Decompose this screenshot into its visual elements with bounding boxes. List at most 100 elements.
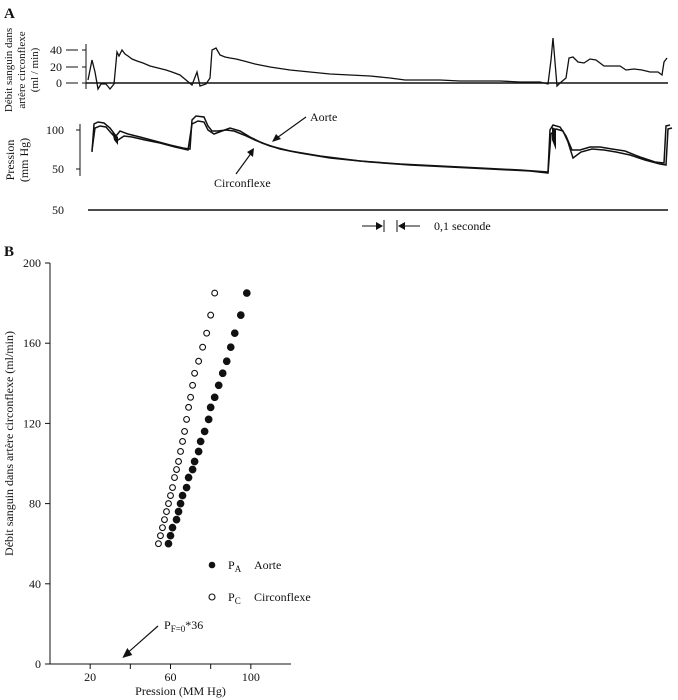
circonflexe-point xyxy=(191,369,199,377)
aorte-point xyxy=(190,457,199,466)
pf-arrow-head xyxy=(122,648,133,658)
pressure-ylabel-line1: Pression xyxy=(3,140,17,181)
aorte-point xyxy=(242,289,251,297)
circonflexe-point xyxy=(181,427,189,435)
y-tick-label: 160 xyxy=(23,336,41,350)
legend-circonflexe-symbol: PC xyxy=(228,590,241,606)
scatter-y-label: Débit sanguin dans artère circonflexe (m… xyxy=(2,331,16,556)
aorte-point xyxy=(194,447,203,456)
flow-y-label: Débit sanguin dans artère circonflexe (m… xyxy=(3,28,41,112)
circonflexe-point xyxy=(185,403,193,411)
circonflexe-point xyxy=(155,540,162,548)
pressure-tick-label-50: 50 xyxy=(52,162,64,176)
circumflex-pressure-trace xyxy=(91,120,673,174)
circonflexe-point xyxy=(189,381,197,389)
aorta-pressure-trace xyxy=(91,115,671,173)
pressure-tick-label-100: 100 xyxy=(46,123,64,137)
circonflexe-point xyxy=(187,393,195,401)
scatter-y-ticks: 0 40 80 120 160 200 xyxy=(23,256,50,671)
pressure-axis: 100 50 xyxy=(46,123,81,176)
pressure-y-label: Pression (mm Hg) xyxy=(3,138,31,182)
aorte-point xyxy=(196,437,205,446)
arrow-aorte-line xyxy=(273,116,307,141)
circonflexe-point xyxy=(203,329,211,337)
flow-trace xyxy=(87,37,668,91)
aorte-point xyxy=(218,369,227,378)
y-tick-label: 0 xyxy=(35,657,41,671)
flow-ylabel-line1: Débit sanguin dans xyxy=(3,28,15,112)
legend-circonflexe-name: Circonflexe xyxy=(254,590,311,604)
scatter-legend: PA Aorte PC Circonflexe xyxy=(208,558,311,606)
circonflexe-point xyxy=(167,492,174,500)
aorte-point xyxy=(206,403,215,412)
time-scale-label: 0,1 seconde xyxy=(434,219,491,233)
aorte-point xyxy=(184,473,193,482)
flow-axis: 40 20 0 xyxy=(50,43,87,90)
panel-b-label: B xyxy=(4,244,14,260)
baseline-tick-label: 50 xyxy=(52,203,64,217)
legend-circonflexe-marker xyxy=(208,593,216,601)
circonflexe-point xyxy=(199,343,207,351)
annotation-circonflexe: Circonflexe xyxy=(214,176,271,190)
circonflexe-point xyxy=(175,458,182,465)
scatter-x-ticks: 20 60 100 xyxy=(84,664,260,684)
y-tick-label: 200 xyxy=(23,256,41,270)
circonflexe-point xyxy=(157,532,164,540)
annotation-aorte: Aorte xyxy=(310,110,337,124)
aorte-point xyxy=(230,329,239,338)
circonflexe-point xyxy=(171,474,178,481)
aorte-point xyxy=(226,343,235,352)
aorte-point xyxy=(168,523,177,532)
y-tick-label: 120 xyxy=(23,416,41,430)
circonflexe-point xyxy=(207,311,215,319)
flow-ylabel-line3: (ml / min) xyxy=(29,47,41,92)
circonflexe-point xyxy=(169,484,176,492)
aorte-point xyxy=(166,531,175,540)
circonflexe-point xyxy=(183,415,191,423)
scatter-x-label: Pression (MM Hg) xyxy=(135,684,226,698)
scatter-points xyxy=(155,289,251,548)
legend-aorte-name: Aorte xyxy=(254,558,281,572)
pressure-band-1 xyxy=(112,131,118,145)
aorte-point xyxy=(174,507,183,516)
arrow-circonflexe-line xyxy=(235,151,253,175)
circonflexe-point xyxy=(163,508,170,516)
pressure-ylabel-line2: (mm Hg) xyxy=(17,138,31,182)
y-tick-label: 80 xyxy=(29,497,41,511)
flow-tick-label-20: 20 xyxy=(50,60,62,74)
aorte-point xyxy=(164,539,173,548)
x-tick-label: 100 xyxy=(242,670,260,684)
time-scale-left-head xyxy=(376,222,383,230)
circonflexe-point xyxy=(177,448,184,455)
pf-label: PF=0*36 xyxy=(164,618,203,634)
pf-annotation: PF=0*36 xyxy=(122,618,203,658)
circonflexe-point xyxy=(179,437,187,445)
aorte-point xyxy=(176,499,185,508)
circonflexe-point xyxy=(211,289,219,297)
y-tick-label: 40 xyxy=(29,577,41,591)
flow-tick-label-40: 40 xyxy=(50,43,62,57)
aorte-point xyxy=(188,465,197,474)
panel-a-label: A xyxy=(4,6,15,22)
circonflexe-point xyxy=(173,466,180,473)
aorte-point xyxy=(214,381,223,390)
flow-ylabel-line2: artère circonflexe xyxy=(16,31,28,108)
arrow-aorte-head xyxy=(272,134,281,142)
circonflexe-point xyxy=(195,357,203,365)
circonflexe-point xyxy=(165,500,172,508)
aorte-point xyxy=(204,415,213,424)
flow-tick-label-0: 0 xyxy=(56,76,62,90)
aorte-point xyxy=(178,491,187,500)
x-tick-label: 60 xyxy=(165,670,177,684)
legend-aorte-symbol: PA xyxy=(228,558,242,574)
aorte-point xyxy=(200,427,209,436)
circonflexe-point xyxy=(161,516,168,524)
time-scale-bar: 0,1 seconde xyxy=(362,219,491,233)
pressure-band-2 xyxy=(552,127,556,150)
aorte-point xyxy=(182,483,191,492)
arrow-circonflexe-head xyxy=(247,148,254,157)
legend-aorte-marker xyxy=(208,561,216,569)
aorte-point xyxy=(222,357,231,366)
pf-arrow-line xyxy=(125,625,159,655)
